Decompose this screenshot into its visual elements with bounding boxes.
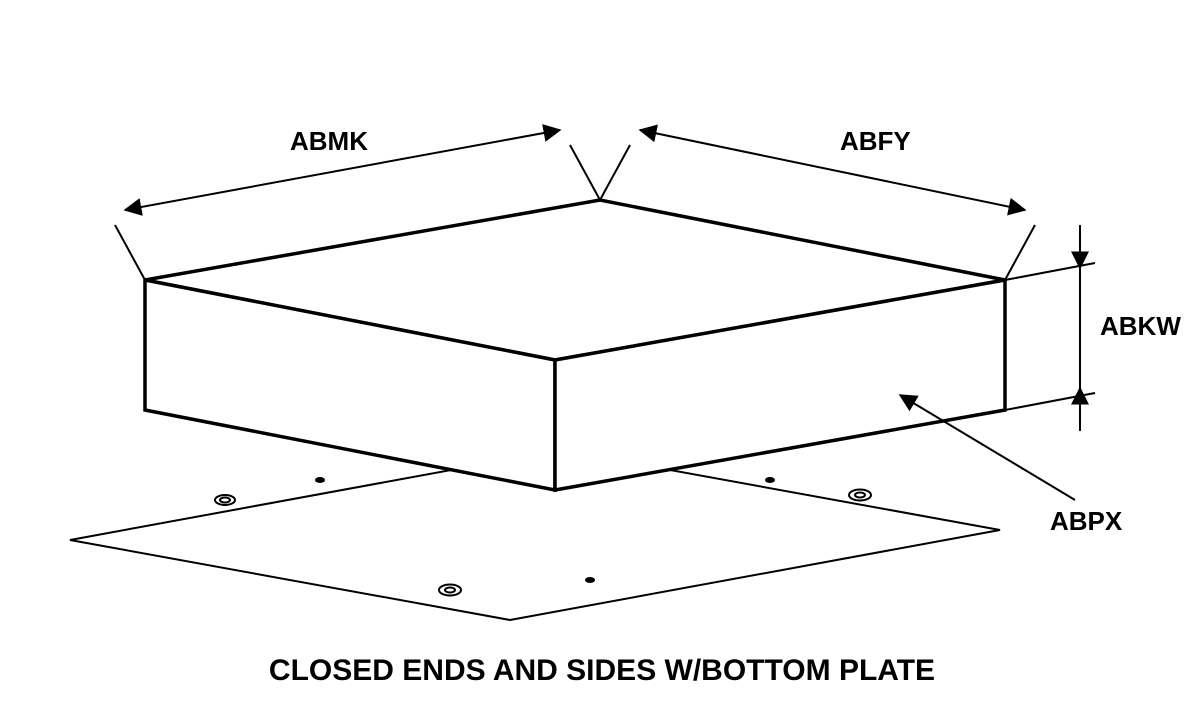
label-abfy: ABFY [840,126,911,156]
enclosure-box [145,200,1005,490]
diagram-svg: ABMK ABFY ABKW ABPX CLOSED ENDS AND SIDE… [0,0,1204,708]
diagram-caption: CLOSED ENDS AND SIDES W/BOTTOM PLATE [269,654,935,687]
label-abpx: ABPX [1050,506,1123,536]
label-abkw: ABKW [1100,311,1181,341]
label-abmk: ABMK [290,126,368,156]
